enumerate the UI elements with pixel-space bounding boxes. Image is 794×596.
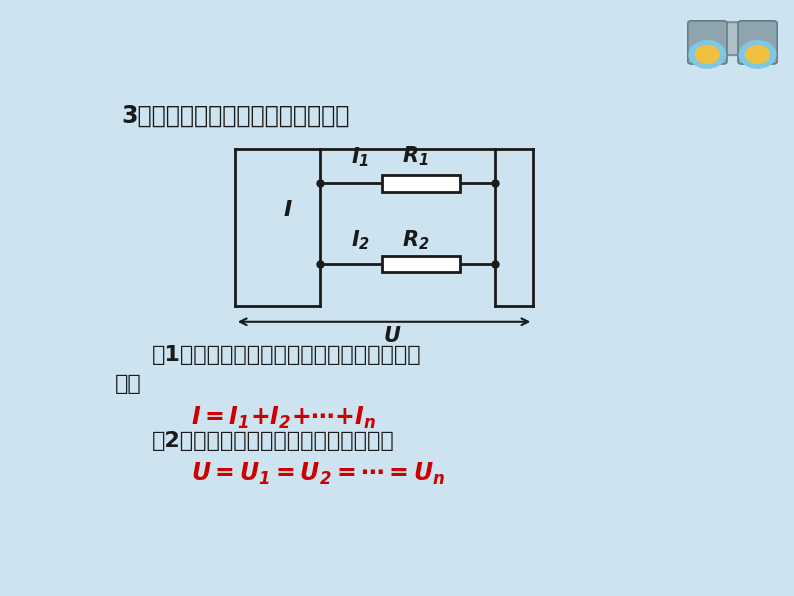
Circle shape [739, 41, 776, 68]
Bar [382, 256, 460, 272]
Text: （1）并联电路中干路电流等于各支路电流之: （1）并联电路中干路电流等于各支路电流之 [152, 345, 422, 365]
Text: （2）并联电路中各支路两端电压相等。: （2）并联电路中各支路两端电压相等。 [152, 431, 395, 451]
Text: 和；: 和； [115, 374, 141, 394]
Circle shape [696, 45, 719, 63]
FancyBboxPatch shape [689, 22, 776, 55]
Text: $\bfit{U}$$\bfit{=}$$\bfit{U}_1$$\bfit{=}$$\bfit{U}_2$$\bfit{=}$$\bfit{\cdots}$$: $\bfit{U}$$\bfit{=}$$\bfit{U}_1$$\bfit{=… [191, 460, 445, 486]
FancyBboxPatch shape [688, 21, 727, 64]
Text: $\bfit{R}_2$: $\bfit{R}_2$ [402, 228, 429, 252]
Text: $\bfit{I}_1$: $\bfit{I}_1$ [351, 145, 370, 169]
Bar [382, 175, 460, 192]
Text: $\bfit{I}$$\bfit{=}$$\bfit{I}_1$$\bfit{+}$$\bfit{I}_2$$\bfit{+}$$\bfit{\cdots}$$: $\bfit{I}$$\bfit{=}$$\bfit{I}_1$$\bfit{+… [191, 405, 376, 431]
FancyBboxPatch shape [738, 21, 777, 64]
Circle shape [746, 45, 769, 63]
Text: 3．并联电路中的电流、电压规律：: 3．并联电路中的电流、电压规律： [121, 104, 349, 128]
Text: $\bfit{U}$: $\bfit{U}$ [383, 325, 401, 346]
Text: $\bfit{I}_2$: $\bfit{I}_2$ [351, 228, 370, 252]
Circle shape [689, 41, 726, 68]
Text: $\bfit{I}$: $\bfit{I}$ [283, 200, 292, 220]
Text: $\bfit{R}_1$: $\bfit{R}_1$ [402, 144, 428, 167]
